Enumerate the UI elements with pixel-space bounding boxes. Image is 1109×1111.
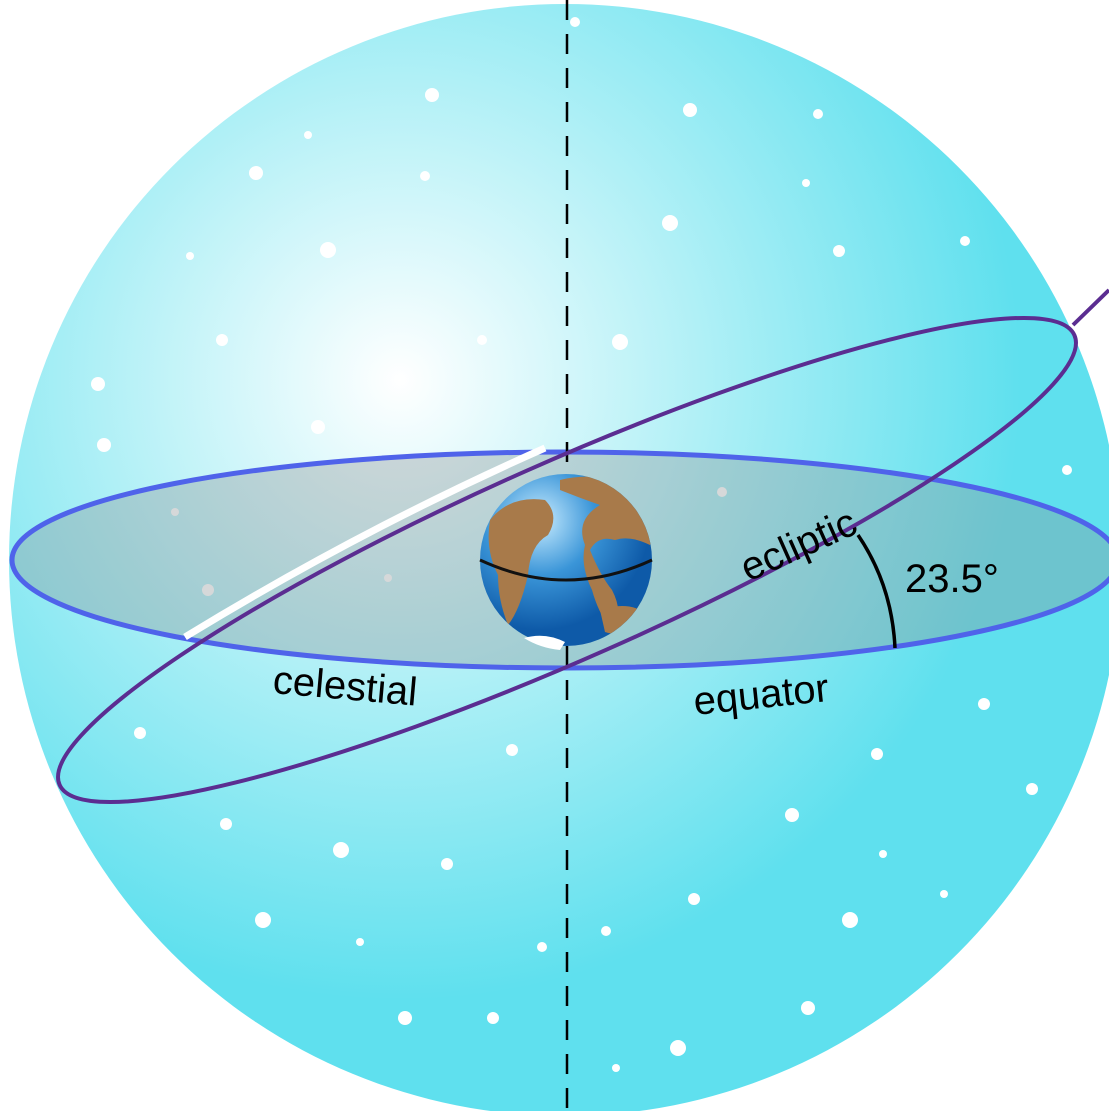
angle-label: 23.5°	[905, 557, 999, 601]
ecliptic-extension	[1071, 288, 1109, 327]
angle-arc	[856, 534, 897, 649]
earth	[479, 474, 653, 650]
ecliptic-back	[184, 447, 546, 638]
ecliptic-path	[56, 315, 1078, 805]
stars	[91, 17, 1072, 1072]
